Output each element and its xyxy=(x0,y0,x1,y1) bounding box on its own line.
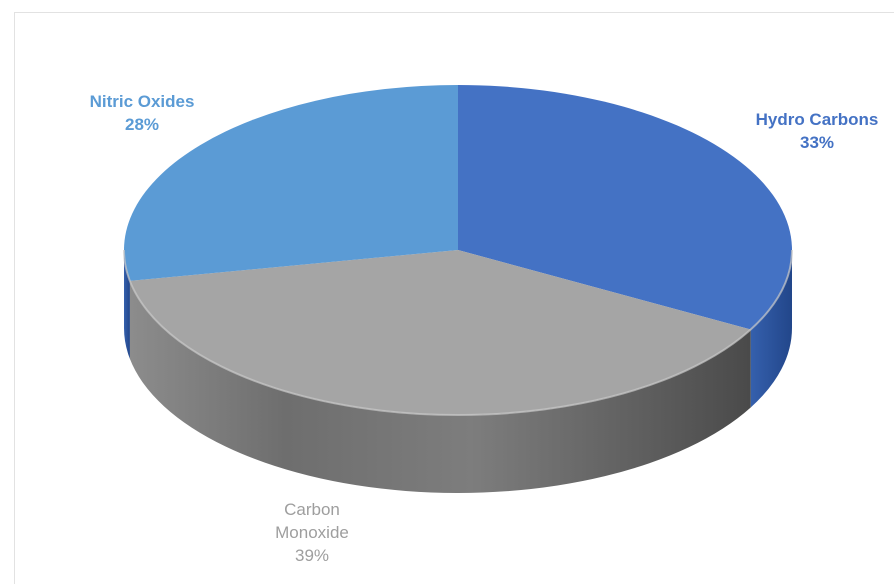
data-label-nitric-oxides-name: Nitric Oxides xyxy=(89,92,195,111)
data-label-carbon-monoxide: Carbon Monoxide 39% xyxy=(252,498,372,567)
data-label-hydro-carbons-name: Hydro Carbons xyxy=(755,110,879,129)
pie-slice-hydro-carbons xyxy=(458,85,792,330)
pie-top-faces xyxy=(123,85,793,416)
data-label-nitric-oxides: Nitric Oxides 28% xyxy=(62,90,222,136)
data-label-nitric-oxides-value: 28% xyxy=(124,115,160,134)
data-label-hydro-carbons-value: 33% xyxy=(799,133,835,152)
data-label-carbon-monoxide-name: Carbon Monoxide xyxy=(275,500,349,542)
pie-wall-hydro-carbons xyxy=(750,250,792,408)
pie-slice-carbon-monoxide xyxy=(129,250,751,415)
data-label-hydro-carbons: Hydro Carbons 33% xyxy=(740,108,894,154)
data-label-carbon-monoxide-value: 39% xyxy=(294,546,330,565)
pie-slice-nitric-oxides xyxy=(123,85,458,281)
pie-rim-highlight xyxy=(123,249,793,416)
pie-wall-carbon-monoxide xyxy=(129,280,751,493)
